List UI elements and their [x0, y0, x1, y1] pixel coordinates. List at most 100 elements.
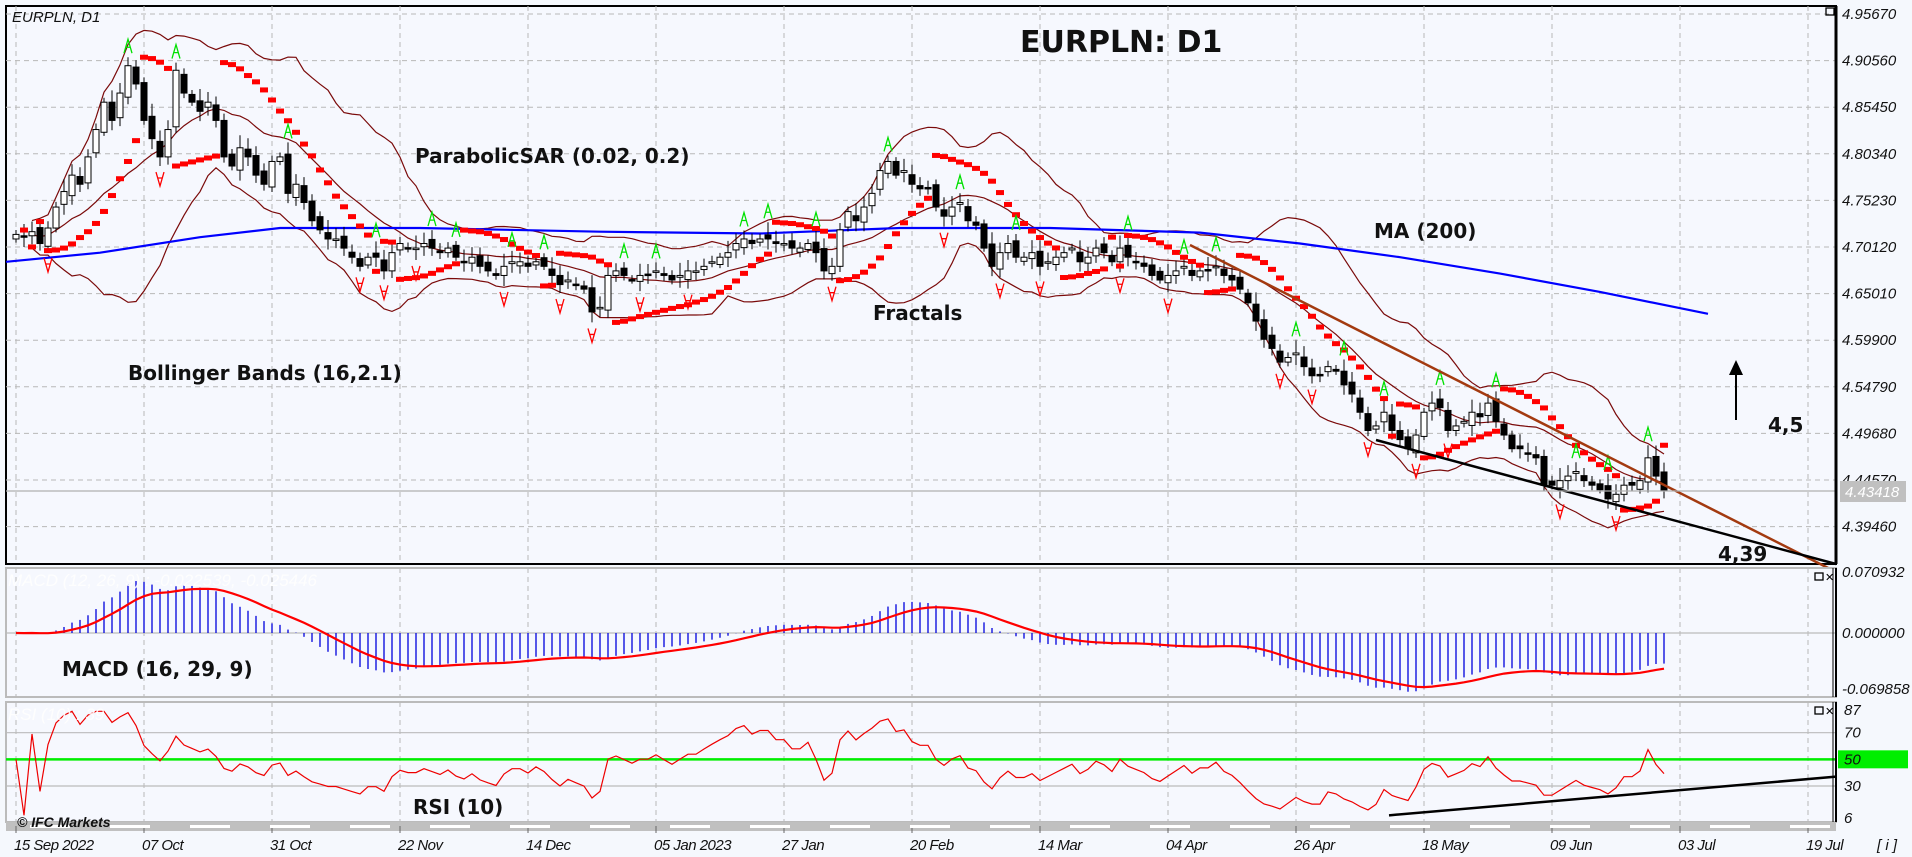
rsi-maximize-icon: [1814, 706, 1824, 715]
fractal-down-icon: [995, 283, 1005, 300]
price-tick: 4.49680: [1842, 425, 1897, 442]
rsi-series: [15, 710, 1837, 817]
date-tick: 31 Oct: [270, 837, 313, 854]
macd-label: MACD (16, 29, 9): [62, 657, 253, 681]
date-tick: 04 Apr: [1166, 837, 1208, 854]
price-tick: 4.95670: [1842, 6, 1897, 23]
date-tick: 14 Dec: [526, 837, 572, 854]
date-tick: 18 May: [1422, 837, 1470, 854]
fractal-down-icon: [683, 294, 693, 312]
fractal-up-icon: [1179, 237, 1189, 255]
price-tick: 4.80340: [1842, 146, 1897, 163]
fractal-down-icon: [1363, 442, 1373, 459]
fractal-down-icon: [379, 285, 389, 302]
fractal-up-icon: [371, 220, 381, 238]
fractal-up-icon: [427, 209, 437, 227]
date-tick: 27 Jan: [781, 837, 824, 854]
macd-panel[interactable]: [5, 567, 1837, 698]
rsi-tick: 87: [1844, 702, 1861, 719]
rsi-trendline: [1388, 775, 1837, 817]
ma-label: MA (200): [1374, 219, 1476, 243]
date-tick: 19 Jul: [1806, 837, 1844, 854]
fractal-down-icon: [355, 277, 365, 294]
fractal-up-icon: [619, 241, 629, 259]
chart-title: EURPLN: D1: [1020, 25, 1222, 60]
fractal-up-icon: [1643, 424, 1653, 442]
macd-close-icon: ✕: [1825, 571, 1834, 584]
macd-axis: 0.070932 0.000000 -0.069858: [1842, 564, 1910, 698]
fractal-up-icon: [1571, 441, 1581, 459]
fractal-down-icon: [43, 257, 53, 275]
parabolic-sar-label: ParabolicSAR (0.02, 0.2): [415, 144, 689, 168]
ma200-line: [5, 226, 1709, 315]
fractal-up-icon: [283, 122, 293, 139]
date-tick: 03 Jul: [1678, 837, 1716, 854]
price-tick: 4.54790: [1842, 379, 1897, 396]
fractal-up-icon: [883, 135, 893, 152]
rsi-tick: 30: [1844, 778, 1861, 795]
fractals-label: Fractals: [873, 301, 962, 325]
rsi-axis: 87 70 50 30 6: [1838, 702, 1908, 827]
fractal-down-icon: [155, 171, 165, 189]
macd-panel-controls[interactable]: ✕: [1814, 571, 1834, 584]
fractal-down-icon: [555, 298, 565, 316]
fractal-down-icon: [939, 232, 949, 250]
fractal-down-icon: [1555, 504, 1565, 521]
current-price-value: 4.43418: [1845, 484, 1900, 501]
time-scrollbar[interactable]: [6, 822, 1836, 833]
fractal-up-icon: [507, 230, 517, 248]
fractal-down-icon: [587, 328, 597, 345]
date-tick: 15 Sep 2022: [14, 837, 95, 854]
fractal-up-icon: [955, 172, 965, 190]
fractal-down-icon: [1115, 278, 1125, 295]
rsi-tick: 50: [1844, 751, 1861, 768]
fractal-up-icon: [811, 210, 821, 227]
fractal-down-icon: [635, 297, 645, 314]
date-tick: 26 Apr: [1293, 837, 1336, 854]
rsi-tick: 6: [1844, 810, 1853, 827]
fractal-down-icon: [1275, 373, 1285, 391]
fractal-down-icon: [411, 265, 421, 283]
fractal-up-icon: [763, 201, 773, 219]
fractal-down-icon: [499, 291, 509, 309]
date-tick: 14 Mar: [1038, 837, 1083, 854]
date-tick: 09 Jun: [1550, 837, 1592, 854]
rsi-panel-controls[interactable]: ✕: [1814, 705, 1834, 718]
up-arrow-icon: [1729, 360, 1743, 420]
price-tick: 4.75230: [1842, 192, 1897, 209]
rsi-tick: 70: [1844, 725, 1861, 742]
fractal-down-icon: [1411, 463, 1421, 481]
fractal-up-icon: [539, 232, 549, 250]
target-up-label: 4,5: [1768, 413, 1803, 437]
main-series: [5, 29, 1837, 574]
fractal-up-icon: [1011, 213, 1021, 231]
macd-tick: 0.000000: [1842, 625, 1905, 642]
info-button[interactable]: [ i ]: [1876, 837, 1898, 854]
fractal-up-icon: [451, 220, 461, 238]
fractal-up-icon: [739, 210, 749, 227]
bollinger-label: Bollinger Bands (16,2.1): [128, 361, 402, 385]
price-tick: 4.59900: [1842, 332, 1897, 349]
date-tick: 05 Jan 2023: [654, 837, 732, 854]
support-trendline: [1375, 438, 1837, 566]
date-tick: 22 Nov: [397, 837, 445, 854]
fractal-up-icon: [171, 42, 181, 59]
main-grid: [6, 6, 1836, 564]
rsi-grid: [6, 702, 1836, 822]
copyright-label: © IFC Markets: [17, 814, 111, 830]
rsi-panel[interactable]: [5, 701, 1837, 823]
main-price-panel[interactable]: [5, 5, 1838, 574]
rsi-line: [15, 710, 1665, 816]
macd-signal-line: [15, 587, 1665, 689]
price-tick: 4.65010: [1842, 286, 1897, 303]
rsi-header: RSI (10) : 39: [8, 705, 105, 724]
price-tick: 4.85450: [1842, 99, 1897, 116]
date-tick: 20 Feb: [909, 837, 954, 854]
date-tick: 07 Oct: [142, 837, 185, 854]
fractal-down-icon: [827, 286, 837, 304]
main-panel-maximize-button[interactable]: [1825, 7, 1835, 16]
macd-header: MACD (12, 26, 9) : -0.022539, -0.025446: [8, 571, 318, 590]
support-level-label: 4,39: [1718, 542, 1767, 566]
price-tick: 4.39460: [1842, 519, 1897, 536]
